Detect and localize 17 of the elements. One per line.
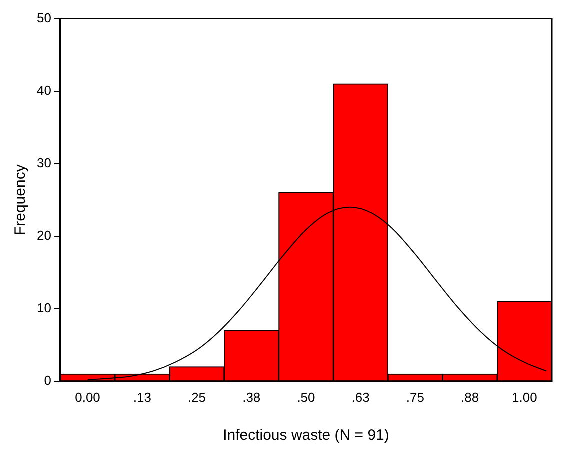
y-tick-label: 20 [36, 228, 52, 243]
y-tick-label: 10 [36, 300, 52, 316]
y-tick-label: 0 [44, 372, 52, 388]
x-tick-label: 1.00 [512, 390, 538, 405]
y-tick-label: 40 [36, 82, 52, 98]
y-tick-label: 30 [36, 155, 52, 170]
x-tick-label: .38 [242, 390, 261, 405]
x-axis-title: Infectious waste (N = 91) [223, 427, 390, 444]
x-tick-label: .63 [352, 390, 370, 405]
x-tick-label: 0.00 [75, 390, 100, 405]
x-tick-label: .88 [461, 390, 480, 405]
y-axis-title: Frequency [12, 164, 30, 236]
x-tick-label: .75 [406, 390, 424, 405]
x-tick-label: .50 [297, 390, 316, 405]
y-tick-label: 50 [36, 10, 52, 26]
x-tick-label: .13 [133, 390, 152, 405]
x-tick-label: .25 [188, 390, 206, 405]
